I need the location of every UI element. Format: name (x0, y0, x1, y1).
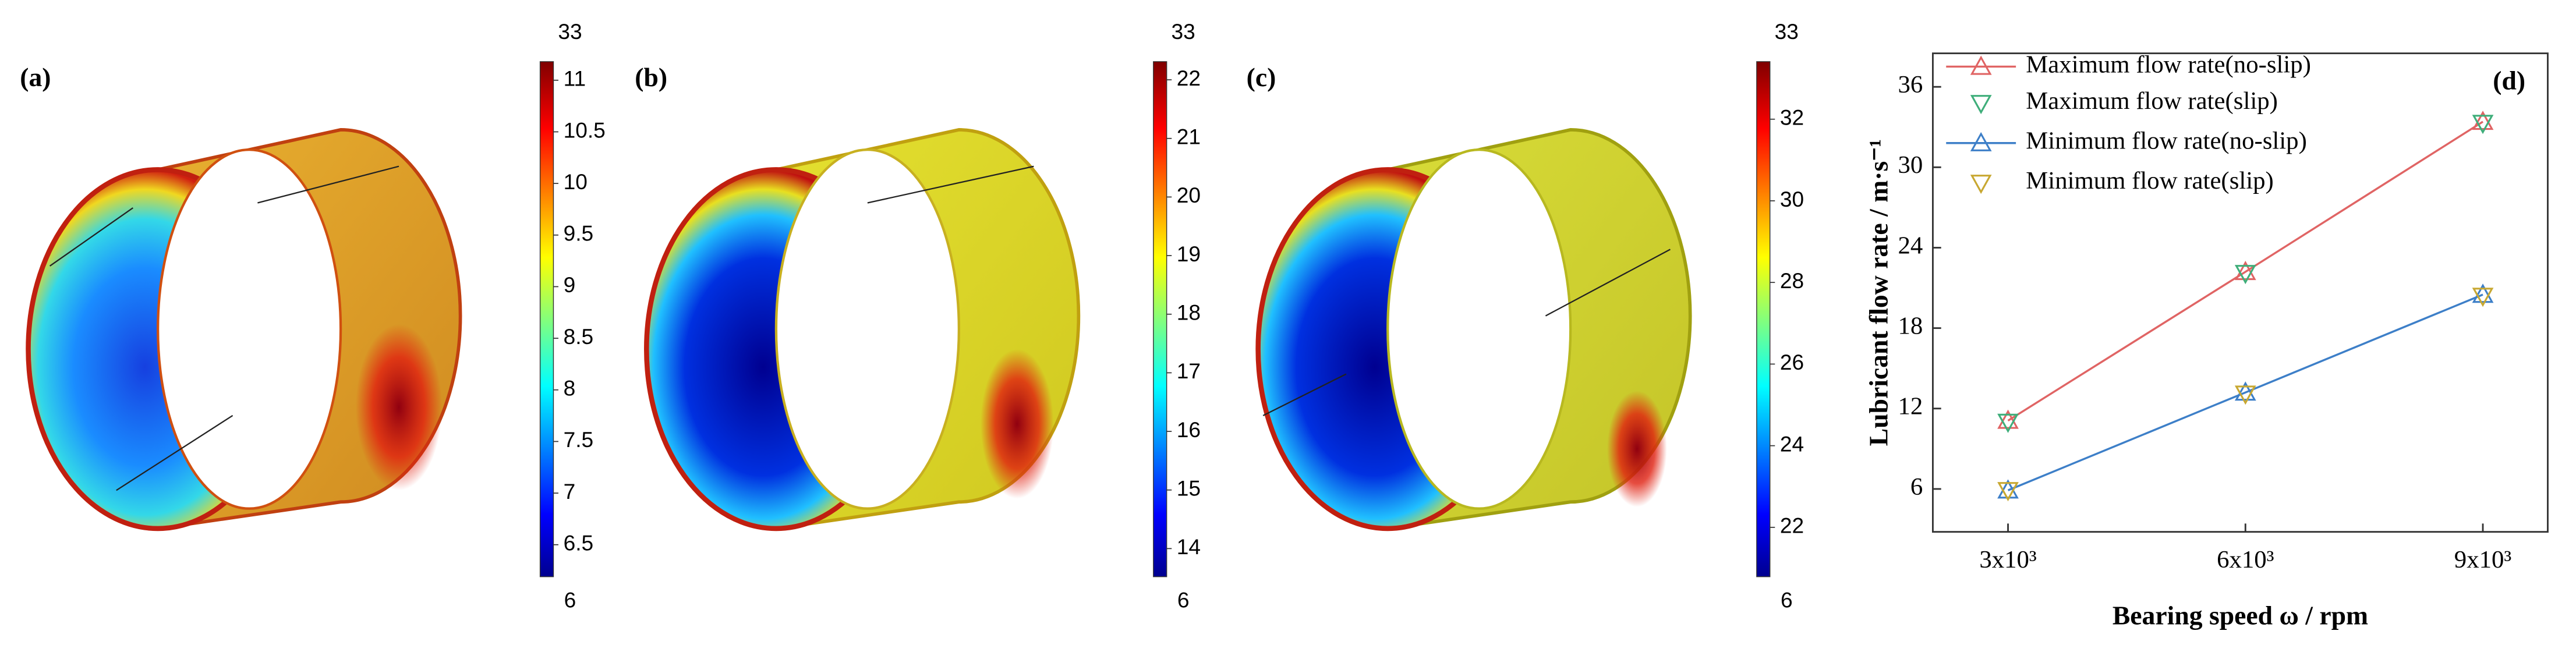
colorbar-tick-label: 15 (1177, 476, 1201, 501)
marker (2472, 115, 2494, 134)
y-axis-label: Lubricant flow rate / m·s⁻¹ (1863, 139, 1893, 446)
marker (2234, 261, 2256, 281)
legend-label: Minimum flow rate(no-slip) (2026, 127, 2307, 155)
y-tick-label: 18 (1898, 312, 1923, 339)
panel-label: (b) (635, 62, 667, 92)
colorbar (539, 61, 554, 577)
colorbar-tick-label: 17 (1177, 359, 1201, 383)
marker (1997, 482, 2019, 502)
colorbar-tick-label: 10.5 (564, 118, 606, 142)
plot-frame (1931, 52, 2549, 533)
colorbar-tick-label: 8 (564, 376, 576, 401)
colorbar-min-label: 6 (1177, 587, 1190, 612)
colorbar-tick-label: 28 (1780, 268, 1804, 293)
colorbar-max-label: 33 (1775, 19, 1799, 44)
legend-marker (1970, 95, 1992, 115)
colorbar-tick-label: 19 (1177, 242, 1201, 266)
colorbar-max-label: 33 (1172, 19, 1195, 44)
colorbar (1756, 61, 1771, 577)
legend-label: Minimum flow rate(slip) (2026, 167, 2274, 194)
y-tick-label: 6 (1910, 473, 1923, 501)
legend-marker (1970, 175, 1992, 194)
marker (2472, 111, 2494, 130)
colorbar-tick-label: 11 (564, 66, 586, 91)
panel-label: (a) (20, 62, 51, 92)
legend-marker (1970, 132, 1992, 151)
colorbar-tick-label: 24 (1780, 431, 1804, 456)
colorbar-tick-label: 32 (1780, 105, 1804, 130)
legend-label: Maximum flow rate(no-slip) (2026, 51, 2311, 78)
colorbar-tick-label: 9.5 (564, 221, 594, 246)
x-tick-label: 3x10³ (1979, 546, 2037, 573)
marker (2234, 265, 2256, 285)
y-tick-label: 36 (1898, 71, 1923, 98)
series-line (2007, 121, 2483, 421)
y-tick-label: 30 (1898, 151, 1923, 179)
cylinder-c (1255, 128, 1692, 531)
colorbar-tick-label: 8.5 (564, 324, 594, 349)
y-tick-label: 24 (1898, 232, 1923, 259)
colorbar-tick-label: 10 (564, 169, 588, 194)
legend-marker (1970, 55, 1992, 75)
x-tick-label: 9x10³ (2454, 546, 2512, 573)
y-tick-label: 12 (1898, 393, 1923, 420)
colorbar-max-label: 33 (558, 19, 582, 44)
cylinder-b (644, 128, 1081, 531)
marker (2234, 385, 2256, 405)
colorbar-tick-label: 7 (564, 479, 576, 504)
colorbar-tick-label: 7.5 (564, 427, 594, 452)
colorbar-tick-label: 16 (1177, 417, 1201, 442)
marker (2234, 381, 2256, 401)
x-axis-label: Bearing speed ω / rpm (2113, 601, 2368, 630)
colorbar-tick-label: 22 (1780, 513, 1804, 538)
colorbar-tick-label: 30 (1780, 187, 1804, 211)
colorbar-tick-label: 6.5 (564, 531, 594, 555)
x-tick-label: 6x10³ (2217, 546, 2274, 573)
marker (1997, 413, 2019, 433)
colorbar (1153, 61, 1167, 577)
colorbar-tick-label: 9 (564, 272, 576, 297)
colorbar-tick-label: 18 (1177, 300, 1201, 325)
panel-label: (d) (2493, 65, 2525, 95)
colorbar-tick-label: 20 (1177, 183, 1201, 207)
legend-label: Maximum flow rate(slip) (2026, 87, 2278, 115)
marker (1997, 409, 2019, 429)
cylinder-a (26, 128, 462, 531)
marker (2472, 288, 2494, 307)
panel-label: (c) (1247, 62, 1276, 92)
colorbar-min-label: 6 (1781, 587, 1793, 612)
colorbar-min-label: 6 (564, 587, 576, 612)
series-line (2007, 293, 2483, 491)
colorbar-tick-label: 26 (1780, 350, 1804, 374)
colorbar-tick-label: 14 (1177, 534, 1201, 559)
marker (2472, 283, 2494, 303)
colorbar-tick-label: 21 (1177, 125, 1201, 149)
colorbar-tick-label: 22 (1177, 66, 1201, 90)
